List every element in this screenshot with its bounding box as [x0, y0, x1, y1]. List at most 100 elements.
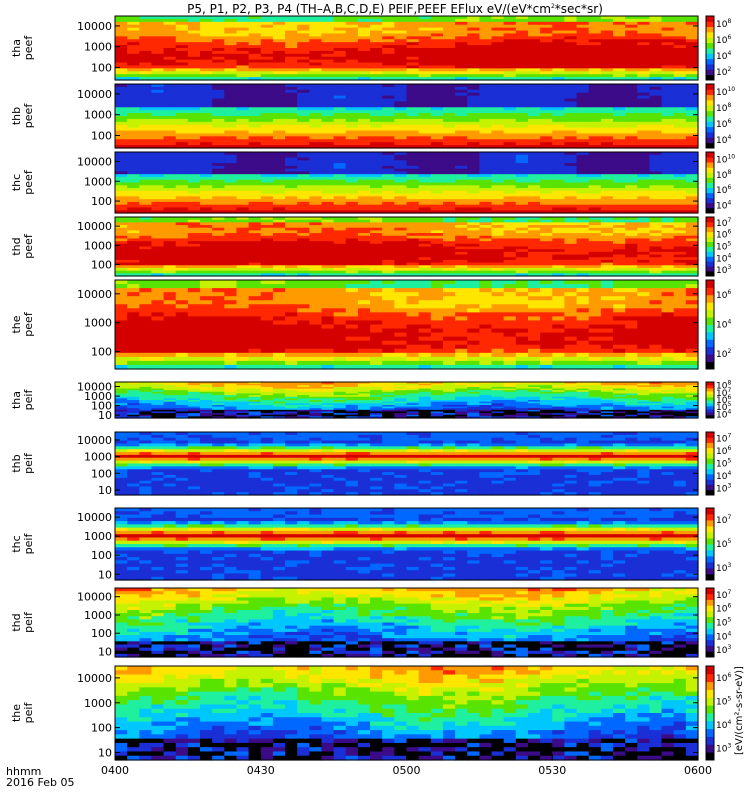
spectrogram-cell — [115, 196, 128, 200]
spectrogram-cell — [515, 133, 529, 137]
colorbar-swatch — [706, 37, 714, 44]
spectrogram-cell — [212, 227, 225, 232]
spectrogram-cell — [321, 225, 335, 229]
spectrogram-cell — [357, 265, 371, 269]
spectrogram-cell — [200, 18, 213, 23]
spectrogram-cell — [285, 190, 298, 195]
spectrogram-cell — [442, 320, 456, 326]
spectrogram-cell — [163, 235, 177, 240]
spectrogram-cell — [479, 121, 493, 126]
spectrogram-cell — [649, 110, 663, 114]
spectrogram-cell — [309, 304, 323, 309]
spectrogram-cell — [527, 89, 541, 94]
spectrogram-cell — [673, 246, 687, 250]
spectrogram-cell — [661, 251, 675, 256]
spectrogram-cell — [370, 257, 383, 261]
spectrogram-cell — [151, 45, 165, 49]
spectrogram-cell — [576, 118, 590, 123]
spectrogram-cell — [467, 86, 480, 91]
spectrogram-cell — [272, 336, 286, 342]
spectrogram-cell — [187, 121, 201, 126]
spectrogram-cell — [467, 188, 480, 192]
spectrogram-cell — [187, 207, 201, 211]
spectrogram-cell — [139, 280, 153, 285]
spectrogram-cell — [479, 249, 493, 253]
spectrogram-cell — [467, 36, 480, 40]
spectrogram-cell — [552, 235, 565, 240]
spectrogram-cell — [442, 110, 456, 114]
spectrogram-cell — [212, 308, 225, 313]
spectrogram-cell — [297, 251, 310, 256]
spectrogram-cell — [187, 118, 201, 123]
spectrogram-cell — [540, 190, 553, 195]
spectrogram-cell — [151, 139, 165, 143]
spectrogram-cell — [260, 130, 274, 135]
spectrogram-cell — [139, 74, 153, 78]
spectrogram-cell — [564, 163, 578, 167]
spectrogram-cell — [127, 360, 140, 366]
spectrogram-cell — [139, 233, 153, 237]
spectrogram-cell — [333, 24, 347, 29]
spectrogram-cell — [309, 182, 323, 186]
spectrogram-cell — [394, 182, 408, 186]
spectrogram-cell — [357, 207, 371, 211]
spectrogram-cell — [345, 110, 359, 114]
spectrogram-cell — [260, 246, 274, 250]
spectrogram-cell — [272, 300, 286, 305]
spectrogram-cell — [625, 210, 638, 214]
spectrogram-cell — [236, 84, 250, 88]
spectrogram-cell — [479, 174, 493, 178]
spectrogram-cell — [685, 53, 699, 58]
spectrogram-cell — [479, 92, 493, 97]
spectrogram-cell — [309, 160, 323, 164]
chart-title-text-end: *sec*sr) — [555, 2, 603, 16]
spectrogram-cell — [139, 201, 153, 206]
spectrogram-cell — [260, 257, 274, 261]
spectrogram-cell — [333, 225, 347, 229]
spectrogram-cell — [442, 168, 456, 173]
spectrogram-cell — [406, 113, 420, 117]
spectrogram-cell — [151, 270, 165, 274]
spectrogram-cell — [685, 39, 699, 43]
spectrogram-cell — [333, 48, 347, 52]
spectrogram-cell — [200, 39, 213, 43]
spectrogram-cell — [151, 360, 165, 366]
spectrogram-cell — [357, 238, 371, 242]
spectrogram-cell — [139, 92, 153, 97]
spectrogram-cell — [272, 136, 286, 140]
spectrogram-cell — [236, 348, 250, 354]
spectrogram-cell — [151, 227, 165, 232]
spectrogram-cell — [175, 280, 189, 285]
spectrogram-cell — [127, 33, 140, 37]
spectrogram-cell — [321, 227, 335, 232]
spectrogram-cell — [212, 118, 225, 123]
spectrogram-cell — [345, 185, 359, 189]
spectrogram-cell — [151, 246, 165, 250]
spectrogram-cell — [139, 139, 153, 143]
spectrogram-cell — [491, 110, 505, 114]
spectrogram-cell — [357, 165, 371, 170]
spectrogram-cell — [382, 154, 395, 159]
spectrogram-cell — [175, 340, 189, 346]
spectrogram-cell — [248, 145, 262, 149]
spectrogram-cell — [515, 207, 529, 211]
spectrogram-cell — [430, 27, 444, 32]
spectrogram-cell — [321, 118, 335, 123]
spectrogram-cell — [309, 235, 323, 240]
spectrogram-cell — [455, 56, 468, 61]
spectrogram-cell — [272, 121, 286, 126]
spectrogram-cell — [370, 328, 383, 334]
spectrogram-cell — [297, 185, 310, 189]
spectrogram-cell — [527, 110, 541, 114]
spectrogram-cell — [430, 152, 444, 156]
spectrogram-cell — [309, 312, 323, 318]
spectrogram-cell — [673, 204, 687, 209]
spectrogram-cell — [588, 65, 602, 69]
spectrogram-cell — [272, 24, 286, 29]
spectrogram-cell — [418, 65, 432, 69]
spectrogram-cell — [321, 113, 335, 117]
spectrogram-cell — [175, 77, 189, 81]
spectrogram-cell — [527, 243, 541, 248]
spectrogram-cell — [321, 53, 335, 58]
spectrogram-cell — [430, 227, 444, 232]
